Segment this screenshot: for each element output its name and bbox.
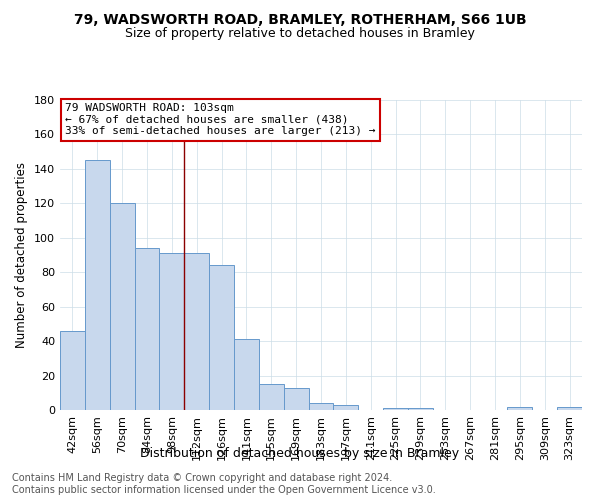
Text: Distribution of detached houses by size in Bramley: Distribution of detached houses by size …	[140, 448, 460, 460]
Text: 79 WADSWORTH ROAD: 103sqm
← 67% of detached houses are smaller (438)
33% of semi: 79 WADSWORTH ROAD: 103sqm ← 67% of detac…	[65, 103, 376, 136]
Bar	[60, 331, 85, 410]
Bar	[85, 160, 110, 410]
Bar	[160, 254, 184, 410]
Text: Contains HM Land Registry data © Crown copyright and database right 2024.
Contai: Contains HM Land Registry data © Crown c…	[12, 474, 436, 495]
Bar	[259, 384, 284, 410]
Bar	[308, 403, 334, 410]
Text: 79, WADSWORTH ROAD, BRAMLEY, ROTHERHAM, S66 1UB: 79, WADSWORTH ROAD, BRAMLEY, ROTHERHAM, …	[74, 12, 526, 26]
Bar	[508, 406, 532, 410]
Bar	[557, 406, 582, 410]
Bar	[408, 408, 433, 410]
Bar	[134, 248, 160, 410]
Bar	[383, 408, 408, 410]
Text: Size of property relative to detached houses in Bramley: Size of property relative to detached ho…	[125, 28, 475, 40]
Bar	[110, 204, 134, 410]
Bar	[284, 388, 308, 410]
Bar	[334, 405, 358, 410]
Bar	[209, 266, 234, 410]
Bar	[184, 254, 209, 410]
Y-axis label: Number of detached properties: Number of detached properties	[16, 162, 28, 348]
Bar	[234, 340, 259, 410]
